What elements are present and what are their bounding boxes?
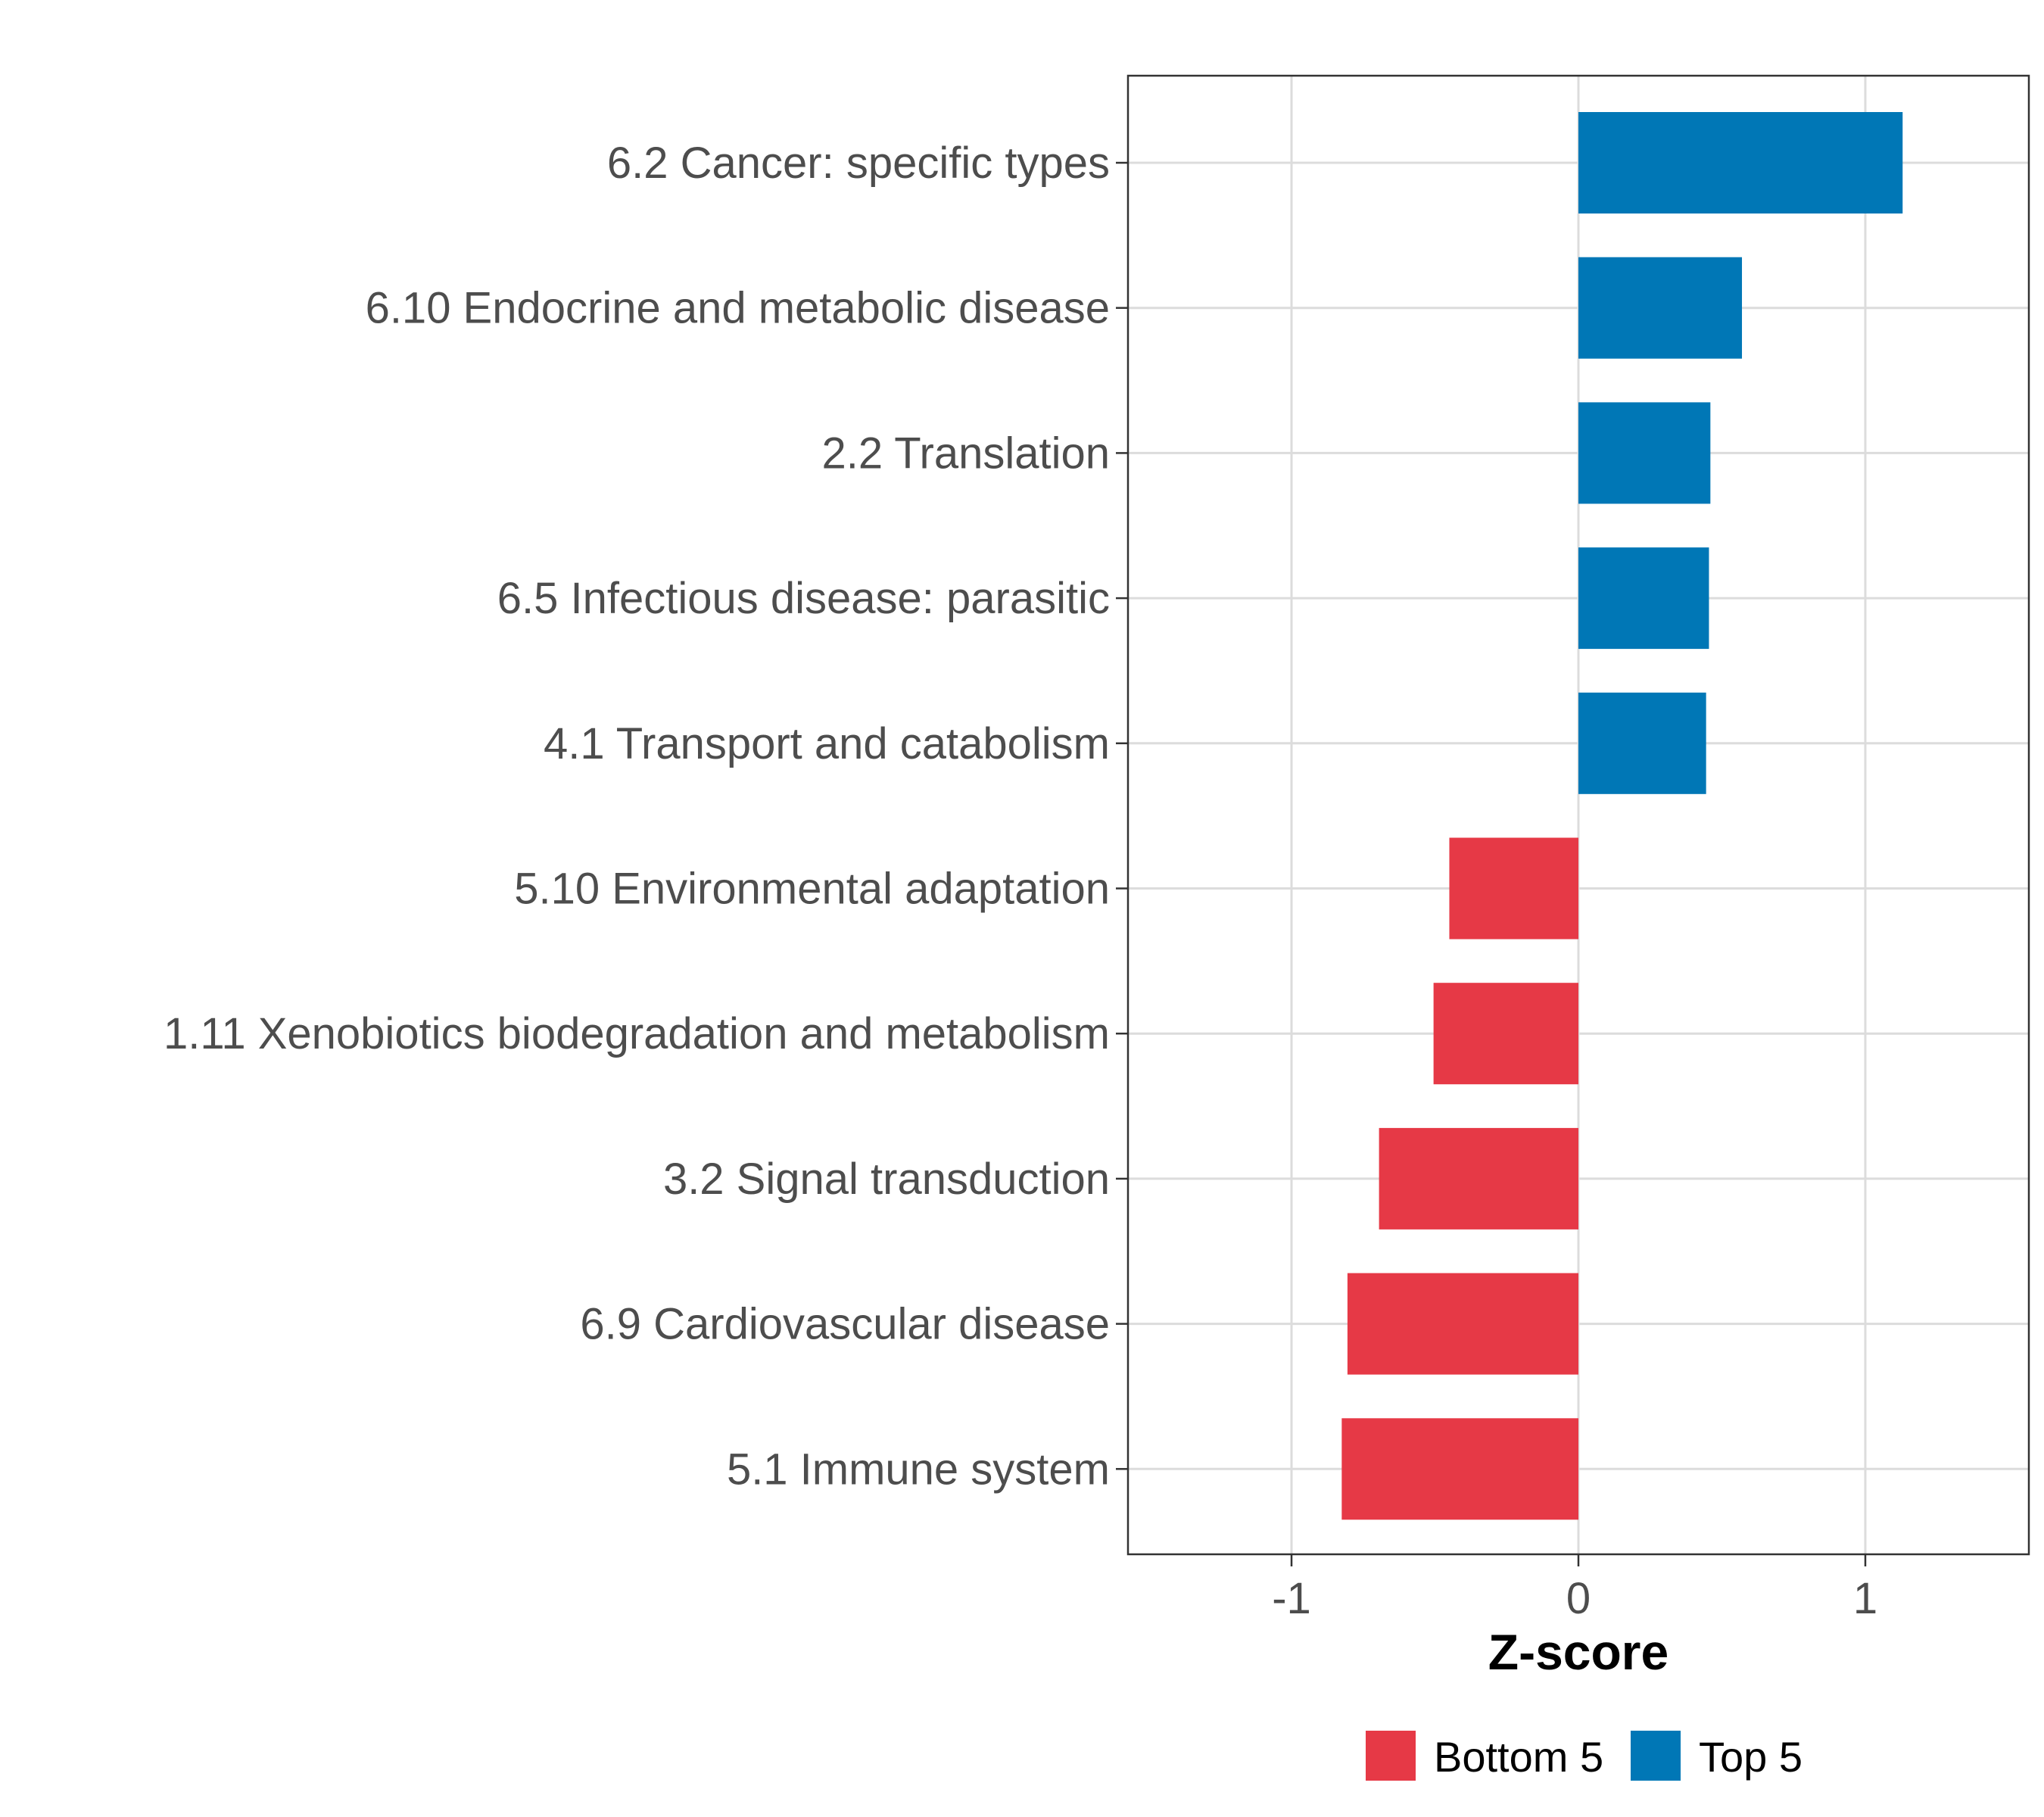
category-label: 6.9 Cardiovascular disease — [580, 1300, 1110, 1349]
category-label: 6.5 Infectious disease: parasitic — [497, 574, 1110, 623]
legend: Bottom 5 Top 5 — [1366, 1731, 1803, 1781]
category-label: 5.10 Environmental adaptation — [514, 865, 1110, 914]
x-tick-label: 0 — [1566, 1574, 1591, 1623]
x-tick-label: -1 — [1272, 1574, 1311, 1623]
category-label: 3.2 Signal transduction — [663, 1155, 1110, 1204]
category-label: 2.2 Translation — [822, 429, 1110, 478]
category-label: 6.10 Endocrine and metabolic disease — [366, 284, 1110, 333]
legend-swatch-bottom5 — [1366, 1731, 1416, 1781]
bar-bottom5-8 — [1379, 1127, 1578, 1230]
category-label: 1.11 Xenobiotics biodegradation and meta… — [164, 1009, 1110, 1058]
bar-top5-4 — [1578, 547, 1709, 650]
x-axis-title: Z-score — [1488, 1624, 1669, 1680]
bar-top5-2 — [1578, 257, 1743, 359]
category-label: 6.2 Cancer: specific types — [607, 139, 1110, 188]
bar-bottom5-9 — [1347, 1273, 1578, 1375]
legend-swatch-top5 — [1631, 1731, 1681, 1781]
bar-top5-1 — [1578, 112, 1903, 213]
category-label: 5.1 Immune system — [727, 1445, 1110, 1494]
bar-top5-5 — [1578, 692, 1706, 794]
bar-top5-3 — [1578, 402, 1711, 504]
legend-label-top5: Top 5 — [1699, 1733, 1803, 1781]
bar-bottom5-7 — [1433, 983, 1578, 1085]
bar-bottom5-6 — [1449, 837, 1578, 940]
x-tick-label: 1 — [1853, 1574, 1877, 1623]
legend-label-bottom5: Bottom 5 — [1434, 1733, 1603, 1781]
bar-bottom5-10 — [1341, 1418, 1578, 1520]
category-label: 4.1 Transport and catabolism — [544, 719, 1110, 768]
